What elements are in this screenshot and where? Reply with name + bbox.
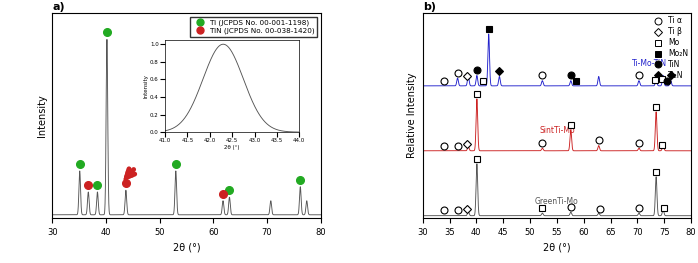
Y-axis label: Intensity: Intensity [37,94,47,137]
Legend: Ti α, Ti β, Mo, Mo₂N, TiN, Ti₂N: Ti α, Ti β, Mo, Mo₂N, TiN, Ti₂N [649,15,690,82]
Text: a): a) [52,2,65,12]
Text: SintTi-Mo: SintTi-Mo [539,126,574,135]
Y-axis label: Relative Intensity: Relative Intensity [407,73,417,159]
Text: Ti-Mo-TiN: Ti-Mo-TiN [632,59,667,68]
X-axis label: 2θ (°): 2θ (°) [172,242,200,252]
X-axis label: 2θ (°): 2θ (°) [543,242,571,252]
Legend: Ti (JCPDS No. 00-001-1198), TiN (JCPDS No. 00-038-1420): Ti (JCPDS No. 00-001-1198), TiN (JCPDS N… [190,17,317,37]
Text: b): b) [423,2,436,12]
Text: GreenTi-Mo: GreenTi-Mo [535,197,579,206]
